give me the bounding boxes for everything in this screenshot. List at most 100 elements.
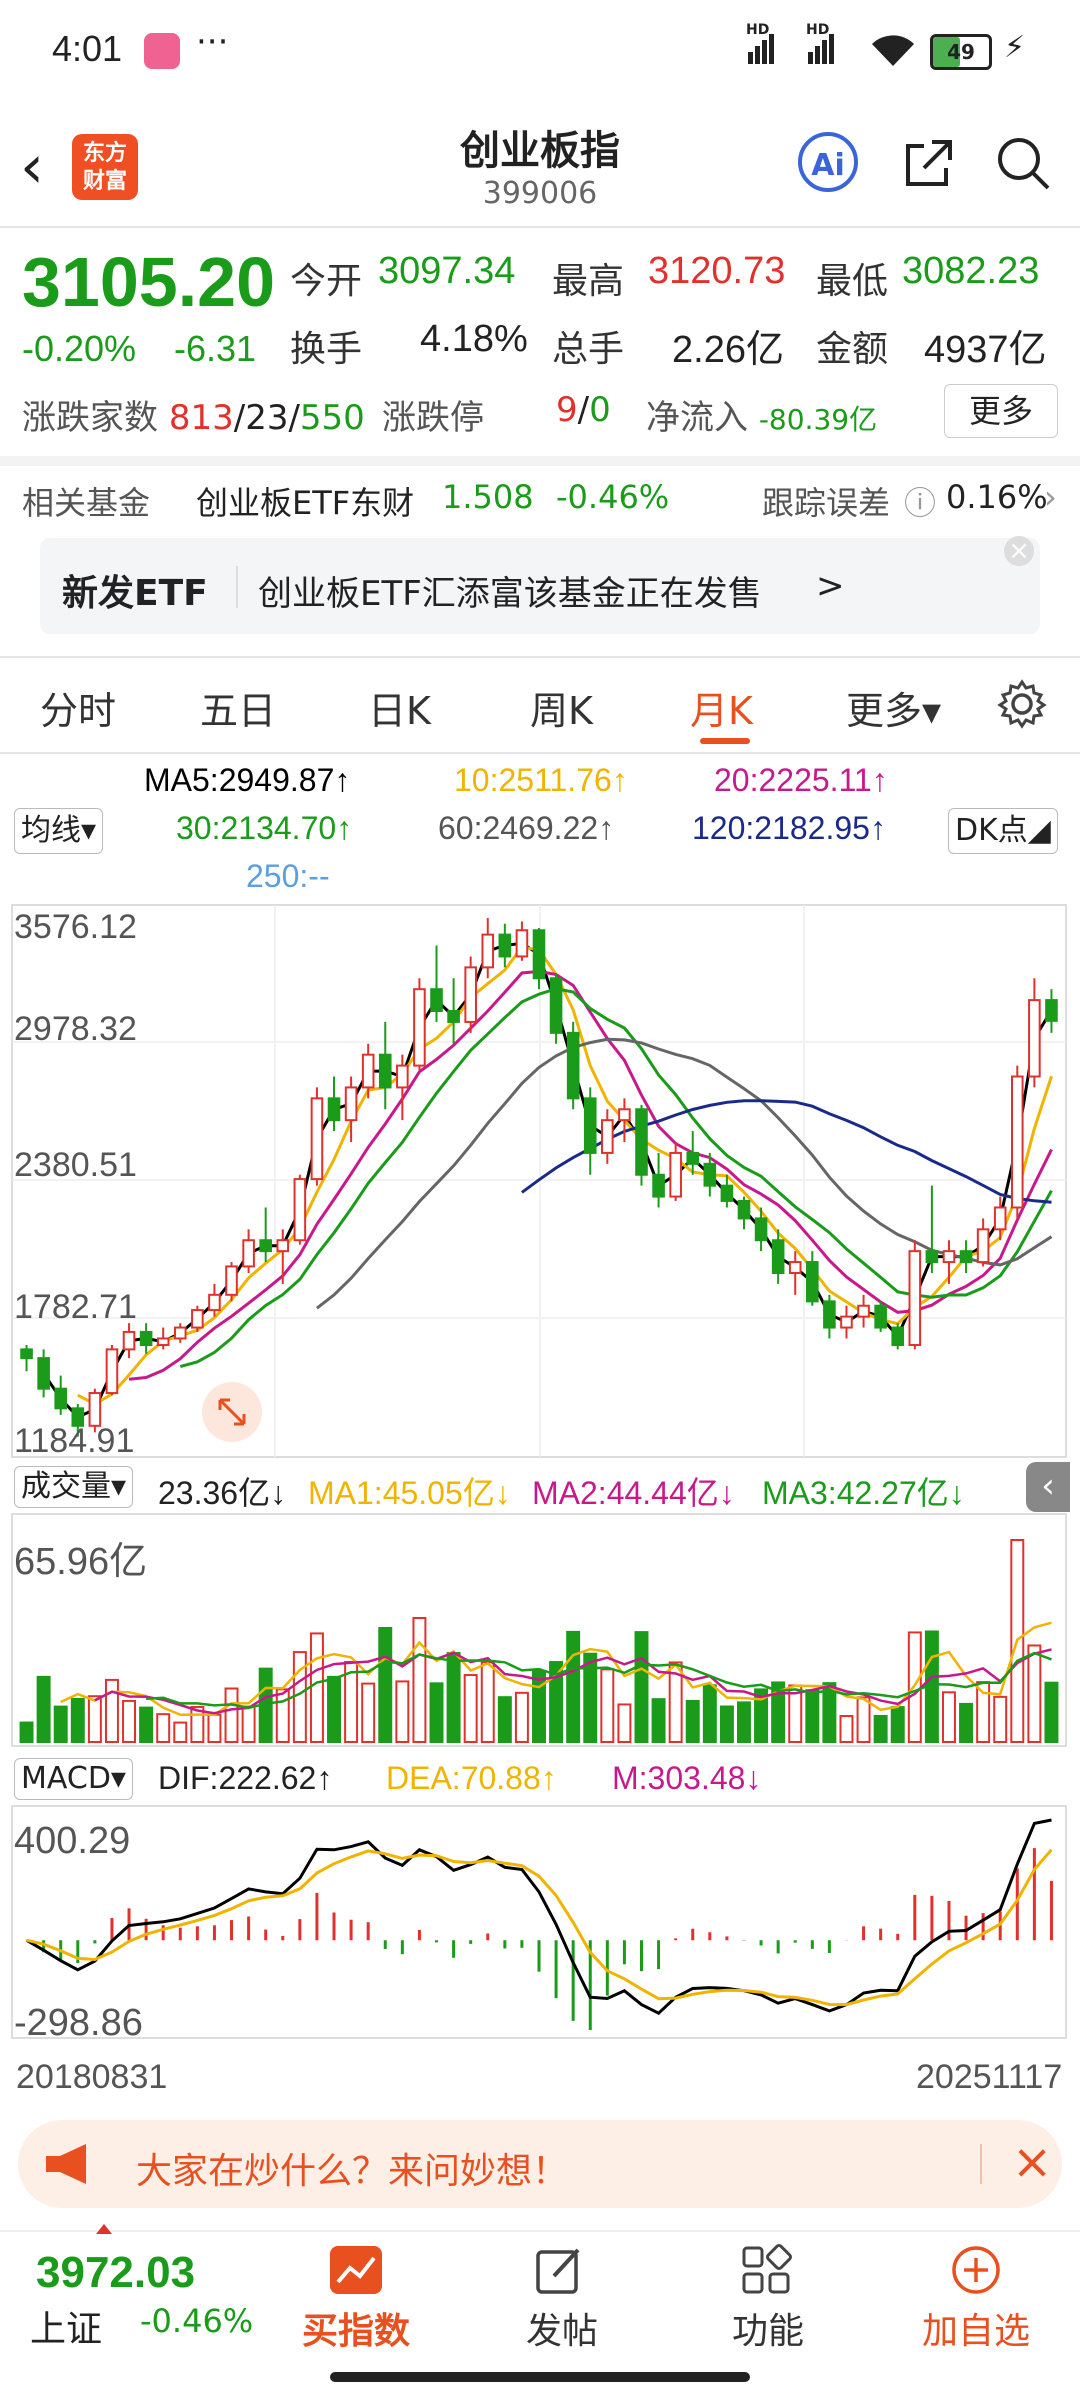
- tab-minute[interactable]: 分时: [40, 689, 117, 733]
- candle: [1010, 1075, 1024, 1209]
- tab-five-day[interactable]: 五日: [200, 689, 277, 733]
- sh-index-name: 上证: [30, 2309, 103, 2350]
- candle: [344, 1086, 358, 1122]
- ask-banner[interactable]: 大家在炒什么？来问妙想！ ×: [18, 2120, 1062, 2208]
- etf-ad-banner[interactable]: 新发ETF 创业板ETF汇添富该基金正在发售 >: [40, 538, 1040, 634]
- volume-bar: [583, 1652, 598, 1744]
- volume-bar: [805, 1689, 820, 1743]
- volume-bar: [19, 1721, 34, 1743]
- volume-bar: [241, 1705, 256, 1743]
- candle: [686, 1151, 700, 1165]
- collapse-panel-icon[interactable]: ‹: [1026, 1462, 1070, 1512]
- ai-button[interactable]: Ai: [798, 132, 858, 192]
- candle: [1028, 999, 1041, 1078]
- volume-bar: [737, 1701, 751, 1743]
- nav-post[interactable]: 发帖: [525, 2311, 598, 2352]
- nav-functions[interactable]: 功能: [731, 2311, 804, 2352]
- post-icon[interactable]: [534, 2244, 586, 2296]
- volume-bar: [309, 1632, 324, 1744]
- sh-index-price[interactable]: 3972.03: [36, 2248, 196, 2297]
- amount-label: 金额: [816, 329, 889, 370]
- y-axis-label: 2978.32: [14, 1010, 137, 1048]
- buy-index-icon[interactable]: [330, 2246, 382, 2294]
- current-price: 3105.20: [22, 243, 276, 321]
- charging-icon: ⚡: [1004, 30, 1026, 65]
- macd-max-label: 400.29: [14, 1820, 131, 1862]
- start-date: 20180831: [16, 2058, 168, 2096]
- ma60-label: 60:2469.22↑: [438, 810, 615, 846]
- candle: [942, 1250, 956, 1264]
- share-icon[interactable]: [902, 136, 956, 190]
- nav-buy-index[interactable]: 买指数: [301, 2311, 410, 2352]
- functions-grid-icon[interactable]: [740, 2244, 792, 2296]
- volume-bar: [327, 1675, 341, 1744]
- app-notification-icon: [144, 33, 180, 69]
- volume-bar: [1044, 1681, 1059, 1743]
- fund-row[interactable]: 相关基金: [22, 484, 151, 522]
- volume-bar: [685, 1699, 700, 1744]
- ma10-line: [77, 945, 1053, 1406]
- volume-bar: [429, 1682, 444, 1743]
- track-error-value: 0.16%: [946, 478, 1048, 516]
- candle: [464, 966, 477, 1023]
- change-value: -6.31: [174, 328, 257, 369]
- banner-close-icon[interactable]: ×: [1012, 2134, 1053, 2190]
- chevron-right-icon[interactable]: ›: [1044, 478, 1057, 516]
- nav-add-watchlist[interactable]: 加自选: [921, 2311, 1030, 2352]
- fund-name[interactable]: 创业板ETF东财: [196, 484, 415, 522]
- volume-bar: [702, 1684, 717, 1744]
- volume-bar: [70, 1697, 85, 1744]
- back-icon[interactable]: ‹: [20, 132, 44, 202]
- netflow: 净流入 -80.39亿: [646, 398, 878, 438]
- high-label: 最高: [552, 261, 625, 302]
- dif-line: [25, 1818, 1052, 2016]
- kline-chart[interactable]: [0, 900, 1080, 2060]
- candle: [396, 1064, 409, 1089]
- candle: [515, 929, 529, 958]
- volume-bar: [668, 1661, 683, 1744]
- tab-more[interactable]: 更多▾: [846, 689, 942, 733]
- volume-selector[interactable]: 成交量▾: [14, 1466, 134, 1508]
- candle: [840, 1315, 853, 1329]
- ma-selector[interactable]: 均线▾: [14, 808, 104, 854]
- ma5-label: MA5:2949.87↑: [144, 762, 351, 798]
- tab-daily-k[interactable]: 日K: [368, 689, 431, 733]
- ma60-line: [315, 1037, 1053, 1310]
- candle: [925, 1250, 939, 1264]
- dk-point-button[interactable]: DK点◢: [948, 808, 1058, 854]
- ad-close-icon[interactable]: ×: [1004, 536, 1034, 566]
- volume-bar: [224, 1687, 239, 1744]
- volume-bar: [207, 1713, 222, 1743]
- search-icon[interactable]: [994, 134, 1052, 192]
- help-icon[interactable]: ⓘ: [904, 484, 937, 522]
- volume-bar: [651, 1698, 666, 1743]
- settings-gear-icon[interactable]: [996, 678, 1048, 730]
- amount-value: 4937亿: [924, 329, 1047, 371]
- volume-bar: [959, 1702, 974, 1743]
- candle: [413, 988, 426, 1067]
- volume-bar: [378, 1626, 393, 1743]
- ma30-label: 30:2134.70↑: [176, 810, 353, 846]
- volume-value: 23.36亿↓: [158, 1475, 287, 1511]
- tab-monthly-k[interactable]: 月K: [690, 689, 753, 733]
- candle: [259, 1239, 272, 1253]
- volume-bar: [617, 1703, 632, 1744]
- more-button[interactable]: 更多: [944, 384, 1058, 438]
- track-error-label: 跟踪误差: [762, 484, 891, 522]
- volume-bar: [754, 1688, 769, 1743]
- macd-selector[interactable]: MACD▾: [14, 1758, 133, 1800]
- low-value: 3082.23: [902, 250, 1040, 292]
- ma250-label: 250:--: [246, 858, 330, 894]
- add-watchlist-icon[interactable]: [950, 2244, 1002, 2296]
- candle: [857, 1304, 870, 1318]
- tab-weekly-k[interactable]: 周K: [530, 689, 593, 733]
- candle: [788, 1261, 802, 1274]
- ad-tag: 新发ETF: [62, 573, 208, 614]
- macd-m: M:303.48↓: [612, 1760, 762, 1796]
- volume-bar: [549, 1661, 564, 1743]
- candle: [737, 1199, 751, 1220]
- candle: [566, 1031, 580, 1100]
- candle: [874, 1304, 887, 1329]
- volume-bar: [514, 1691, 529, 1743]
- candle: [891, 1326, 905, 1347]
